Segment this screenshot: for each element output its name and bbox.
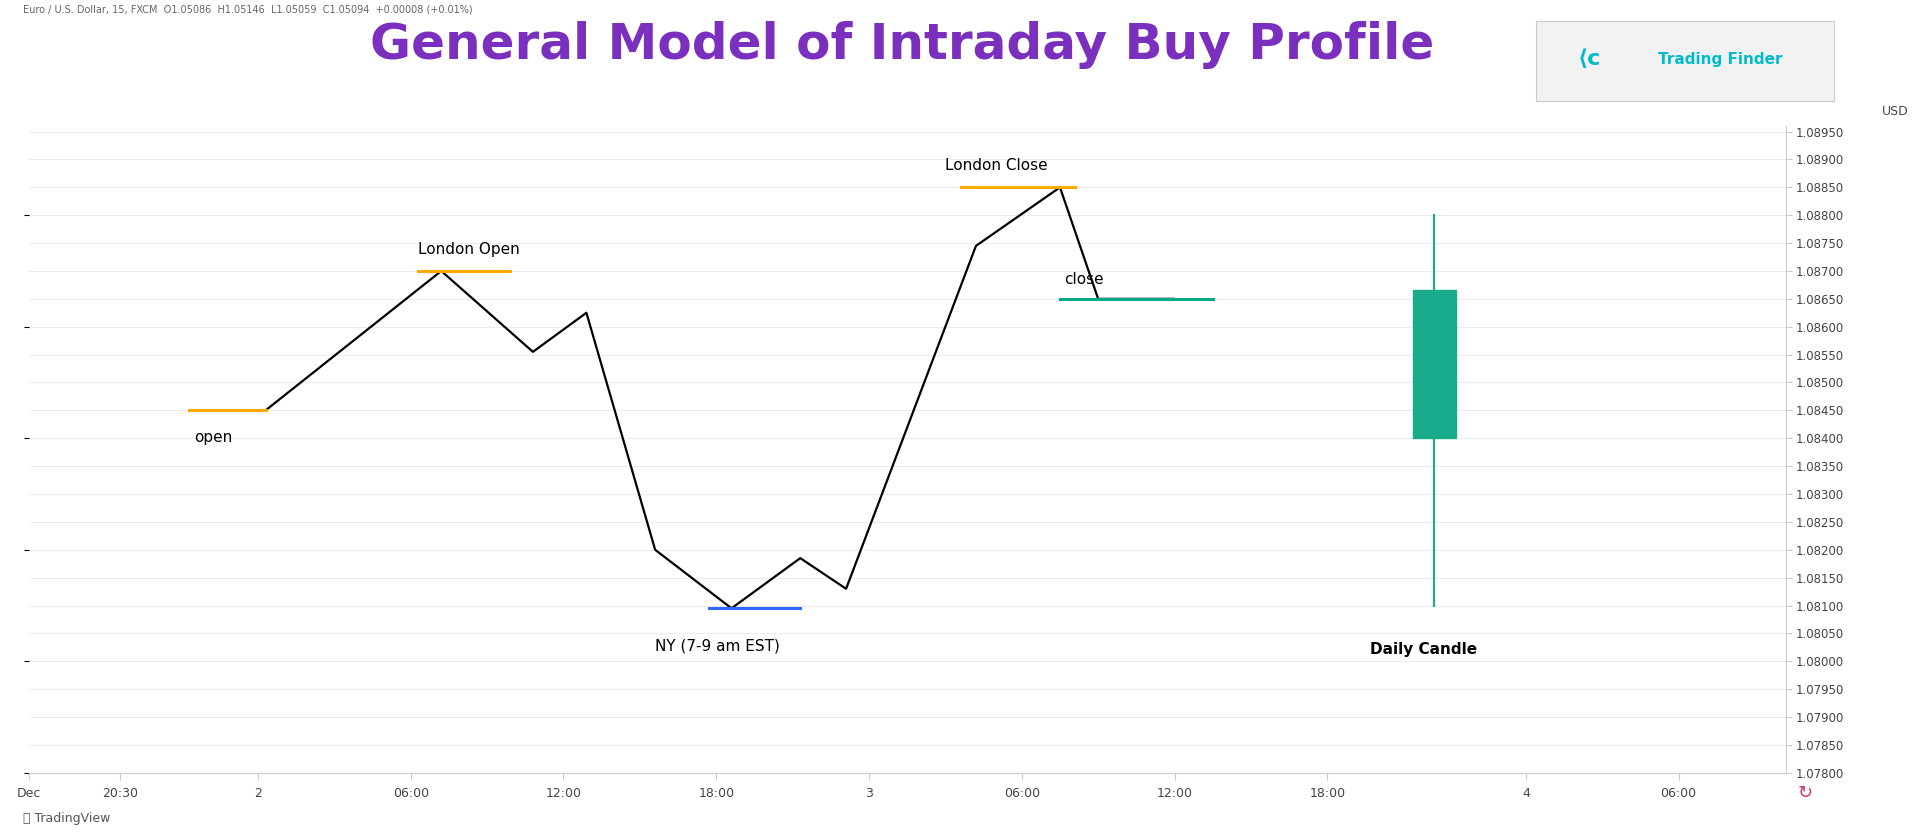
Text: General Model of Intraday Buy Profile: General Model of Intraday Buy Profile: [371, 21, 1434, 69]
Text: open: open: [194, 430, 232, 445]
Text: London Close: London Close: [945, 159, 1048, 173]
Text: Daily Candle: Daily Candle: [1371, 642, 1476, 657]
Text: ↻: ↻: [1797, 785, 1812, 802]
Text: Euro / U.S. Dollar, 15, FXCM  O1.05086  H1.05146  L1.05059  C1.05094  +0.00008 (: Euro / U.S. Dollar, 15, FXCM O1.05086 H1…: [23, 4, 472, 14]
Text: ⟨c: ⟨c: [1578, 50, 1601, 70]
Text: USD: USD: [1882, 105, 1908, 118]
Text: NY (7-9 am EST): NY (7-9 am EST): [655, 639, 780, 654]
Text: London Open: London Open: [419, 242, 520, 257]
Text: 📈 TradingView: 📈 TradingView: [23, 812, 111, 825]
Bar: [1413, 291, 1455, 438]
Text: close: close: [1064, 271, 1104, 286]
Text: Trading Finder: Trading Finder: [1659, 52, 1784, 67]
